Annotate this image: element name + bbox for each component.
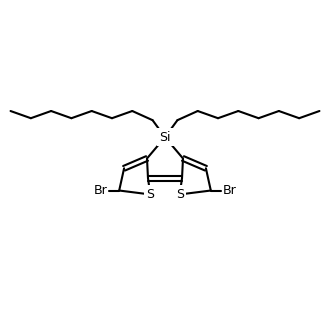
- Text: Br: Br: [222, 184, 236, 197]
- Text: Br: Br: [94, 184, 108, 197]
- Text: S: S: [176, 188, 184, 201]
- Text: Si: Si: [159, 131, 171, 144]
- Text: S: S: [146, 188, 154, 201]
